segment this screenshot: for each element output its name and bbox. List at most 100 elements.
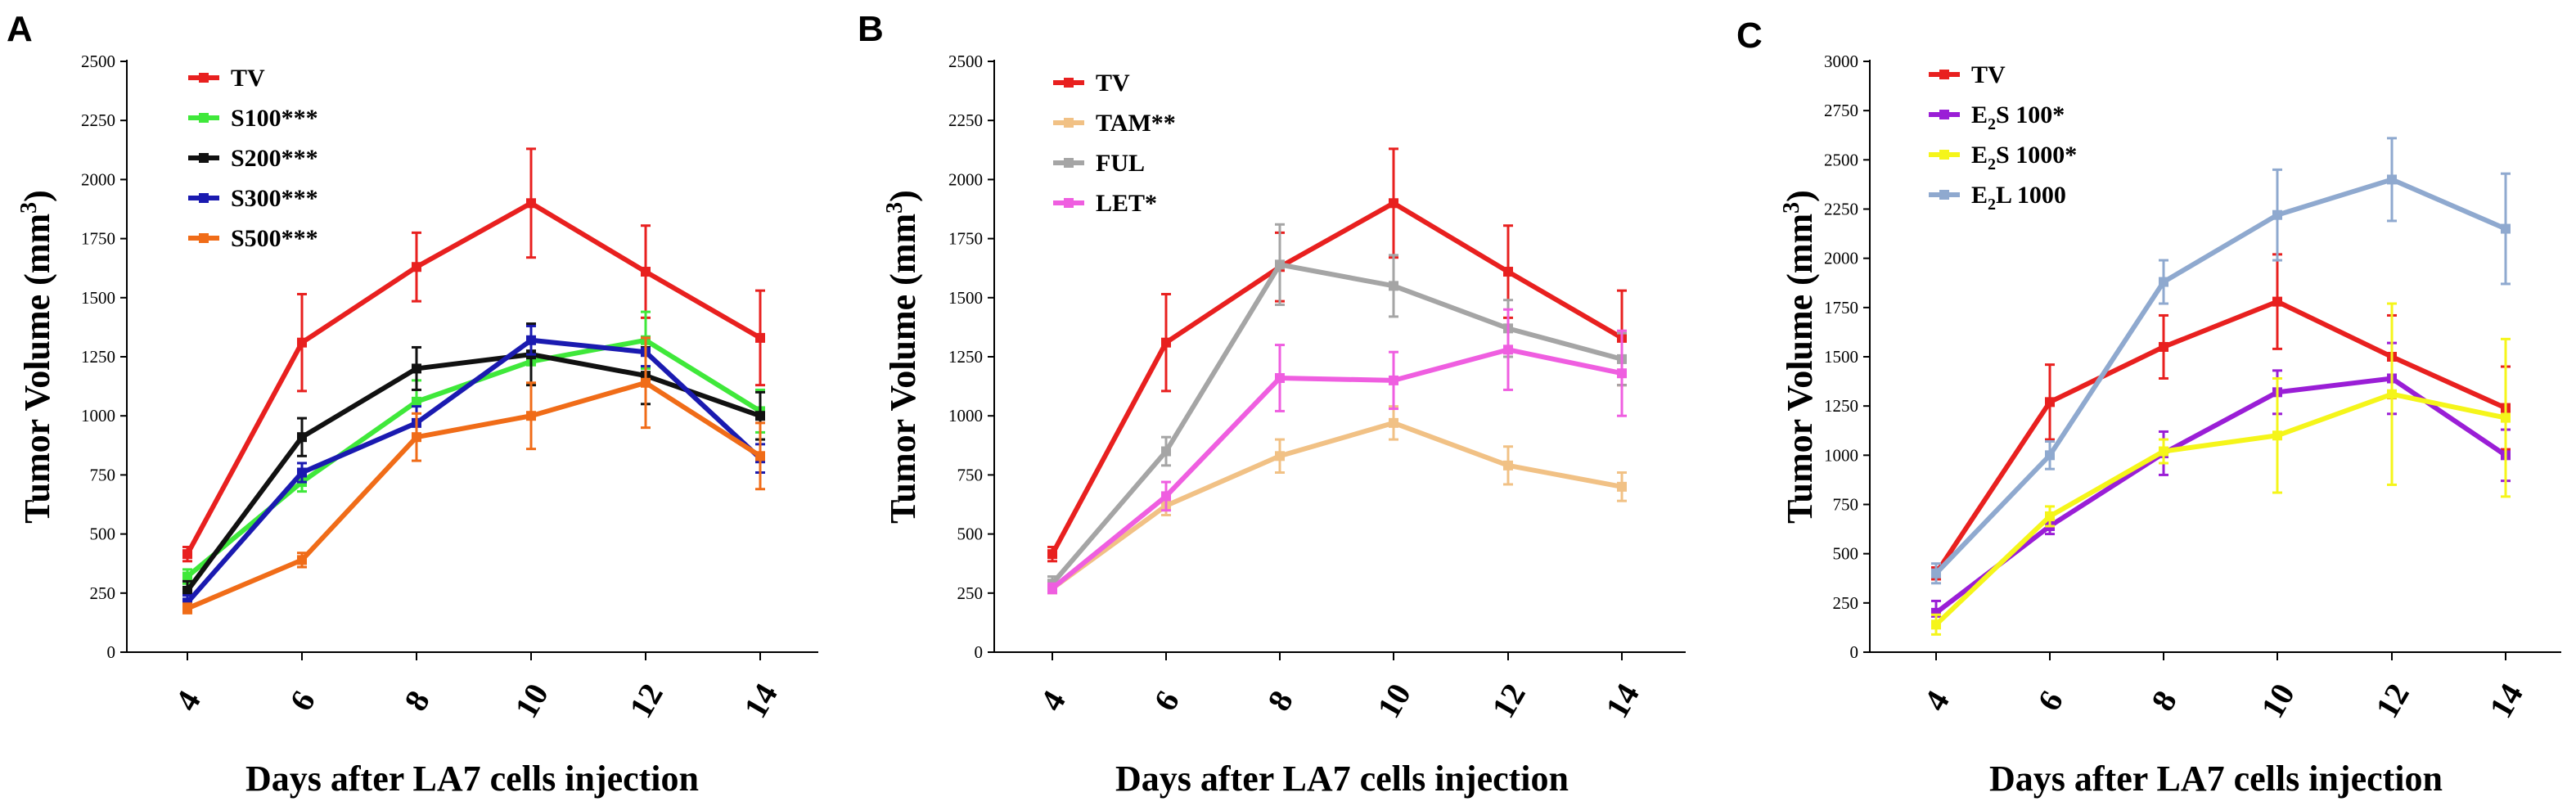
data-point [1275,372,1285,383]
y-tick-label: 1500 [948,288,983,308]
y-tick-label: 1000 [1824,445,1858,465]
data-point [182,603,192,614]
y-tick-label: 1750 [81,229,115,249]
y-axis-title: Tumor Volume (mm3) [1779,190,1820,524]
data-point [1931,568,1941,579]
series-line [1050,200,1624,556]
legend-label: TAM** [1096,110,1176,137]
y-tick-label: 0 [975,642,984,662]
legend-label-subscript: 2 [1988,196,1996,214]
y-axis-title-close: ) [1780,190,1820,202]
data-point [2501,412,2511,423]
data-point [1503,267,1513,277]
series-line [185,337,763,605]
data-point [641,267,651,277]
data-point [2387,174,2397,185]
data-point [1389,281,1398,291]
data-point [1389,198,1398,209]
y-tick-label: 1500 [1824,347,1858,367]
data-point [412,396,421,407]
legend-swatch-marker [199,193,209,203]
y-axis-title-superscript: 3 [1779,202,1804,214]
data-point [1617,368,1627,379]
y-axis-title-superscript: 3 [882,202,907,214]
data-point [755,451,765,462]
legend-swatch-marker [1939,70,1949,79]
legend-swatch-marker [199,113,209,123]
chart-panel-c: C 0 250 500 750 1000 1250 1500 1750 2000 2250 2500 2… [1736,16,2561,799]
data-point [2501,223,2511,234]
y-tick-label: 1250 [1824,396,1858,416]
data-point [1047,549,1057,560]
legend-label-subscript: 2 [1988,155,1996,173]
series-4 [182,336,765,615]
y-tick-label: 2000 [81,169,115,189]
legend-swatch-marker [1939,190,1949,200]
legend-swatch-marker [1064,78,1074,88]
series-line [1051,420,1623,591]
legend-label-base: E [1971,142,1988,169]
series-3 [1931,137,2511,585]
legend-swatch-marker [1939,110,1949,119]
legend-label: E2S 1000* [1971,142,2077,173]
data-point [526,411,536,421]
series-line [1934,376,2507,615]
legend-label: S300*** [231,185,318,212]
data-point [2387,389,2397,399]
legend-label-rest: S 100* [1996,101,2065,128]
y-tick-label: 500 [90,525,116,544]
y-axis-title-main: Tumor Volume (mm [1780,214,1820,524]
legend-swatch-marker [199,73,209,83]
legend-label: E2S 100* [1971,101,2065,133]
panel-letter: B [858,9,884,49]
y-tick-label: 1500 [81,288,115,308]
data-point [1275,451,1285,462]
legend-label: FUL [1096,150,1145,177]
legend-label-base: E [1971,182,1988,209]
data-point [412,432,421,443]
data-point [755,332,765,343]
y-tick-label: 250 [90,583,116,603]
series-line [185,352,761,592]
y-axis-title-close: ) [17,190,57,202]
series-0 [182,147,765,563]
data-point [297,337,307,348]
series-line [1051,347,1623,591]
legend-swatch-marker [1939,150,1949,160]
data-point [182,571,192,582]
data-point [182,585,192,596]
legend-label: TV [231,65,265,92]
data-point [755,411,765,421]
legend-label: TV [1096,70,1130,97]
y-tick-label: 500 [1833,544,1859,564]
data-point [2159,277,2168,287]
legend-swatch-marker [1064,198,1074,208]
y-tick-label: 2500 [948,52,983,71]
y-tick-label: 750 [1833,495,1859,515]
series-line [1050,262,1623,586]
y-tick-label: 250 [957,583,984,603]
series-line [1934,177,2507,575]
y-tick-label: 2250 [1824,200,1858,219]
data-point [297,555,307,565]
data-point [2045,397,2055,408]
data-point [1161,491,1171,502]
legend-label: LET* [1096,190,1157,217]
y-tick-label: 0 [1850,642,1859,662]
data-point [2272,209,2282,220]
y-tick-label: 2500 [81,52,115,71]
y-tick-label: 750 [90,465,116,484]
legend-swatch-marker [199,153,209,163]
legend-swatch-marker [199,233,209,243]
series-2 [1931,302,2511,636]
y-tick-label: 1000 [948,406,983,426]
data-point [2272,430,2282,441]
y-tick-label: 250 [1833,593,1859,613]
data-point [2045,450,2055,461]
legend-label-rest: L 1000 [1996,182,2066,209]
legend: TV S100*** S200*** S300*** S500*** [188,65,318,252]
panel-letter: C [1736,16,1763,56]
data-point [1161,446,1171,457]
y-tick-label: 1250 [81,347,115,367]
series-3 [1047,308,1627,595]
